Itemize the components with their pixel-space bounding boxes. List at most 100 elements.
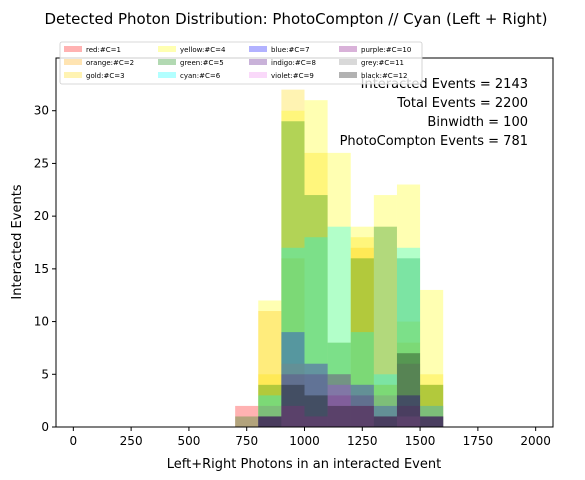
bar-cyan-1400 [396,247,421,427]
y-tick-label: 20 [34,209,49,223]
bar-orange-1100 [327,405,351,427]
x-tick-label: 1000 [289,434,320,448]
bar-black-1300 [373,416,397,427]
legend-swatch [158,46,176,52]
bar-green-1300 [373,226,397,427]
annotation-line: PhotoCompton Events = 781 [340,134,528,149]
bar-black-1400 [396,353,421,427]
bar-grey-1000 [304,363,328,427]
bar-black-1000 [304,395,328,427]
bar-yellow-1200 [350,226,374,427]
bar-black-1100 [327,405,351,427]
bar-gold-800 [258,374,282,427]
y-tick-label: 25 [34,156,49,170]
legend: red:#C=1 orange:#C=2 gold:#C=3 yellow:#C=4 g… [59,41,423,85]
bars-layer [235,89,444,428]
legend-label: green:#C=5 [180,59,224,67]
bar-yellow-1300 [373,195,397,427]
bar-cyan-1200 [350,332,374,427]
bar-green-1000 [304,195,328,427]
y-tick-label: 10 [34,315,49,329]
annotation-line: Total Events = 2200 [396,96,528,111]
legend-label: black:#C=12 [361,72,407,80]
x-axis-label: Left+Right Photons in an interacted Even… [167,457,441,472]
legend-swatch [249,59,267,65]
y-axis-label: Interacted Events [10,184,25,299]
bar-green-700 [235,416,259,427]
bar-indigo-800 [258,416,282,427]
bar-gold-1200 [350,237,374,427]
bar-yellow-1400 [396,184,421,427]
bar-blue-1000 [304,363,328,427]
bar-green-800 [258,384,282,427]
bar-black-900 [281,384,305,427]
bar-indigo-1000 [304,374,328,427]
bar-yellow-1000 [304,100,328,428]
legend-label: gold:#C=3 [86,72,125,80]
x-tick-label: 750 [235,434,258,448]
bar-blue-1400 [396,395,421,427]
bar-orange-1000 [304,395,328,427]
bar-orange-1200 [350,247,374,427]
legend-label: cyan:#C=6 [180,72,221,80]
legend-swatch [249,72,267,78]
x-tick-label: 500 [177,434,200,448]
legend-swatch [339,46,357,52]
bar-indigo-900 [281,374,305,427]
bar-purple-800 [258,416,282,427]
bar-green-1500 [420,384,444,427]
bar-yellow-1500 [420,289,444,427]
legend-label: red:#C=1 [86,46,121,54]
legend-swatch [64,72,82,78]
bar-cyan-1100 [327,226,351,427]
x-tick-label: 0 [70,434,78,448]
bar-green-1200 [350,258,374,427]
bar-gold-1300 [373,384,397,427]
bar-violet-1000 [304,416,328,427]
legend-swatch [64,59,82,65]
bar-blue-900 [281,332,305,427]
bar-red-700 [235,405,259,427]
bar-black-1200 [350,405,374,427]
bar-black-1500 [420,416,444,427]
bar-green-900 [281,121,305,427]
legend-frame [59,41,423,85]
bar-green-1100 [327,342,351,427]
bar-orange-1400 [396,342,421,427]
y-tick-label: 5 [41,367,49,381]
bar-indigo-1500 [420,416,444,427]
bar-orange-1300 [373,384,397,427]
bar-orange-900 [281,258,305,427]
bar-blue-800 [258,416,282,427]
bar-purple-1000 [304,416,328,427]
bar-blue-1300 [373,405,397,427]
legend-swatch [339,59,357,65]
legend-label: indigo:#C=8 [271,59,316,67]
legend-swatch [158,59,176,65]
bar-gold-1000 [304,152,328,427]
bar-grey-1400 [396,363,421,427]
bar-grey-1500 [420,405,444,427]
legend-swatch [249,46,267,52]
bar-violet-900 [281,405,305,427]
bar-red-800 [258,416,282,427]
bar-indigo-1200 [350,395,374,427]
bar-gold-1400 [396,321,421,427]
legend-label: violet:#C=9 [271,72,314,80]
bar-grey-800 [258,405,282,427]
bar-blue-1100 [327,384,351,427]
bar-purple-1200 [350,405,374,427]
bar-cyan-800 [258,395,282,427]
legend-swatch [158,72,176,78]
legend-label: purple:#C=10 [361,46,411,54]
bar-purple-1400 [396,405,421,427]
y-tick-label: 30 [34,104,49,118]
x-tick-label: 1500 [405,434,436,448]
bar-yellow-900 [281,110,305,427]
bar-gold-1100 [327,342,351,427]
legend-label: orange:#C=2 [86,59,134,67]
bar-grey-1100 [327,374,351,427]
x-tick-label: 2000 [520,434,551,448]
bar-indigo-1300 [373,416,397,427]
